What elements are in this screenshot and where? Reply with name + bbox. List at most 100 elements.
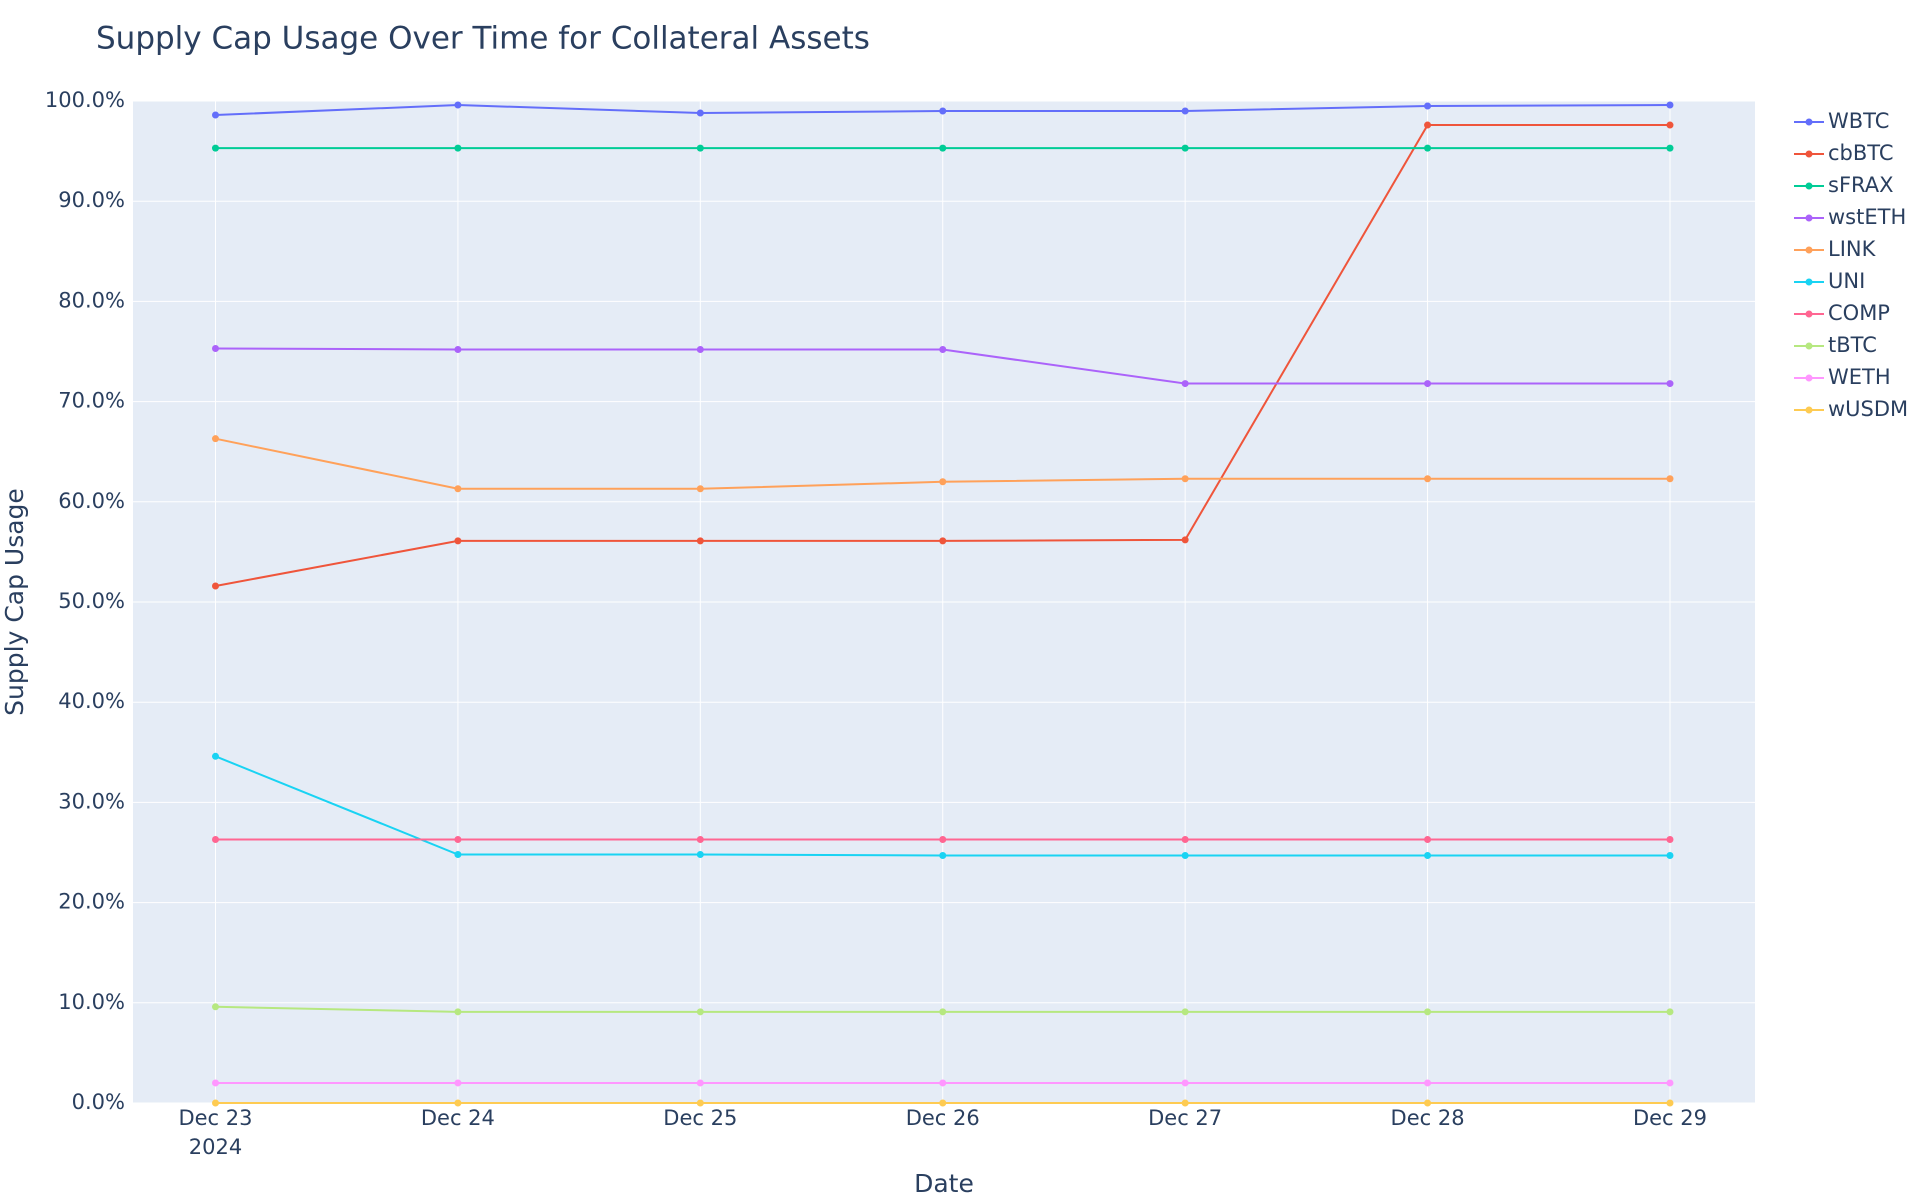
data-point [696, 1079, 704, 1087]
data-point [454, 1099, 462, 1107]
legend-label: cbBTC [1828, 141, 1894, 165]
y-tick-label: 90.0% [58, 188, 125, 212]
data-point [454, 1079, 462, 1087]
y-tick-label: 100.0% [45, 88, 125, 112]
data-point [1666, 1079, 1674, 1087]
data-point [454, 101, 462, 109]
data-point [454, 485, 462, 493]
y-tick-label: 30.0% [58, 789, 125, 813]
x-tick-label: Dec 23 [178, 1106, 252, 1130]
legend-label: WBTC [1828, 109, 1889, 133]
legend-label: sFRAX [1828, 173, 1894, 197]
data-point [1181, 536, 1189, 544]
data-point [939, 107, 947, 115]
data-point [696, 485, 704, 493]
data-point [1666, 475, 1674, 483]
data-point [939, 537, 947, 545]
data-point [696, 109, 704, 117]
y-axis-title: Supply Cap Usage [0, 488, 29, 716]
data-point [1181, 835, 1189, 843]
data-point [1666, 144, 1674, 152]
y-tick-label: 70.0% [58, 389, 125, 413]
data-point [1181, 380, 1189, 388]
y-tick-label: 80.0% [58, 288, 125, 312]
y-tick-label: 10.0% [58, 990, 125, 1014]
legend-label: WETH [1828, 365, 1891, 389]
data-point [696, 1099, 704, 1107]
data-point [1666, 101, 1674, 109]
data-point [454, 345, 462, 353]
data-point [696, 1008, 704, 1016]
data-point [211, 582, 219, 590]
y-tick-label: 0.0% [72, 1090, 125, 1114]
data-point [1424, 1099, 1432, 1107]
x-axis-title: Date [914, 1169, 974, 1198]
y-tick-label: 20.0% [58, 890, 125, 914]
data-point [1666, 380, 1674, 388]
data-point [1424, 1079, 1432, 1087]
legend-marker [1805, 118, 1813, 126]
x-tick-label: Dec 25 [663, 1106, 737, 1130]
data-point [211, 344, 219, 352]
data-point [939, 478, 947, 486]
x-tick-label: Dec 29 [1633, 1106, 1707, 1130]
data-point [1424, 144, 1432, 152]
legend-label: UNI [1828, 269, 1865, 293]
legend-label: COMP [1828, 301, 1890, 325]
data-point [211, 835, 219, 843]
legend-marker [1805, 310, 1813, 318]
x-tick-year: 2024 [189, 1135, 242, 1159]
data-point [939, 835, 947, 843]
data-point [454, 835, 462, 843]
data-point [696, 537, 704, 545]
data-point [1424, 835, 1432, 843]
y-tick-label: 50.0% [58, 589, 125, 613]
data-point [939, 345, 947, 353]
legend-marker [1805, 182, 1813, 190]
data-point [1424, 380, 1432, 388]
x-tick-label: Dec 26 [906, 1106, 980, 1130]
x-tick-label: Dec 24 [421, 1106, 495, 1130]
legend-label: tBTC [1828, 333, 1877, 357]
data-point [454, 537, 462, 545]
data-point [211, 1099, 219, 1107]
legend-marker [1805, 214, 1813, 222]
data-point [939, 1079, 947, 1087]
legend-marker [1805, 150, 1813, 158]
data-point [1424, 1008, 1432, 1016]
data-point [211, 435, 219, 443]
data-point [1666, 121, 1674, 129]
data-point [211, 1079, 219, 1087]
data-point [696, 144, 704, 152]
data-point [1424, 475, 1432, 483]
data-point [939, 144, 947, 152]
data-point [1181, 1008, 1189, 1016]
y-tick-label: 60.0% [58, 489, 125, 513]
legend-label: wstETH [1828, 205, 1906, 229]
x-tick-label: Dec 27 [1148, 1106, 1222, 1130]
data-point [1181, 107, 1189, 115]
data-point [939, 1099, 947, 1107]
data-point [1666, 1099, 1674, 1107]
data-point [1181, 475, 1189, 483]
data-point [1666, 1008, 1674, 1016]
legend-marker [1805, 246, 1813, 254]
legend-label: LINK [1828, 237, 1877, 261]
data-point [211, 1003, 219, 1011]
data-point [1424, 102, 1432, 110]
legend-marker [1805, 278, 1813, 286]
data-point [696, 345, 704, 353]
data-point [1181, 852, 1189, 860]
data-point [454, 851, 462, 859]
chart-title: Supply Cap Usage Over Time for Collatera… [96, 21, 870, 57]
data-point [1181, 1099, 1189, 1107]
data-point [454, 144, 462, 152]
data-point [1424, 852, 1432, 860]
y-tick-label: 40.0% [58, 689, 125, 713]
data-point [211, 752, 219, 760]
data-point [939, 1008, 947, 1016]
data-point [1181, 1079, 1189, 1087]
legend-marker [1805, 342, 1813, 350]
